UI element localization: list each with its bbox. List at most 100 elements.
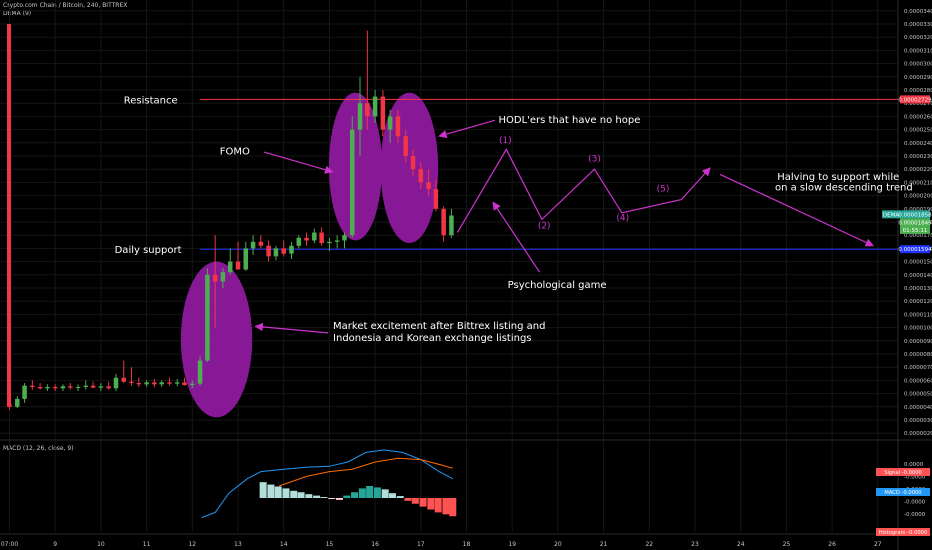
macd-signal-line bbox=[278, 457, 453, 487]
candle-body bbox=[174, 382, 180, 384]
excitement-label-2: Indonesia and Korean exchange listings bbox=[333, 333, 531, 344]
price-tag-box bbox=[882, 210, 900, 219]
candle-body bbox=[334, 240, 340, 242]
fomo-ellipse bbox=[328, 92, 382, 241]
time-axis-tick: 24 bbox=[737, 541, 745, 548]
price-tag-box bbox=[900, 95, 930, 104]
price-axis-tick: 0.00000500 bbox=[904, 392, 932, 398]
projection-wave-label: (5) bbox=[657, 185, 670, 195]
price-axis-tick: 0.00003000 bbox=[904, 62, 932, 68]
macd-histogram-bar bbox=[305, 494, 313, 498]
candle-body bbox=[410, 156, 416, 170]
candle-body bbox=[75, 387, 81, 388]
macd-histogram-bar bbox=[381, 489, 389, 498]
time-axis-tick: 18 bbox=[463, 541, 471, 548]
psych-label: Psychological game bbox=[508, 280, 607, 291]
time-axis-tick: 20 bbox=[554, 541, 562, 548]
grid-lines bbox=[0, 0, 898, 532]
price-axis-tick: 0.00000400 bbox=[904, 405, 932, 411]
candle-body bbox=[319, 232, 324, 244]
candle-body bbox=[273, 248, 279, 257]
price-tag-box bbox=[900, 210, 930, 219]
macd-histogram-bar bbox=[282, 488, 290, 498]
candle-body bbox=[235, 261, 241, 270]
macd-tag-label: Histogram -0.0000 bbox=[879, 530, 928, 536]
macd-indicator-label: MACD (12, 26, close, 9) bbox=[3, 445, 74, 452]
hodl-label: HODL'ers that have no hope bbox=[498, 115, 640, 126]
time-axis-tick: 9 bbox=[53, 541, 57, 548]
price-axis-tick: 0.00003100 bbox=[904, 48, 932, 54]
halving-arrow bbox=[719, 173, 874, 247]
dema-indicator-label: DEMA (9) bbox=[3, 10, 32, 17]
candle-body bbox=[250, 241, 256, 249]
candle-body bbox=[144, 382, 149, 385]
candle-initial bbox=[7, 24, 11, 407]
macd-histogram-bar bbox=[351, 492, 359, 498]
macd-histogram-bar bbox=[358, 488, 366, 498]
candle-body bbox=[312, 232, 317, 241]
candle-body bbox=[227, 261, 233, 273]
candle-body bbox=[296, 237, 302, 246]
hodl-ellipse bbox=[380, 92, 439, 244]
candle-body bbox=[281, 248, 286, 254]
time-axis-tick: 07:00 bbox=[1, 541, 18, 548]
candle-body bbox=[52, 387, 58, 389]
macd-histogram-bar bbox=[419, 498, 427, 507]
macd-histogram-bar bbox=[404, 498, 412, 501]
fomo-arrow bbox=[263, 151, 334, 174]
price-axis-tick: 0.00002600 bbox=[904, 114, 932, 120]
candle-body bbox=[243, 248, 249, 270]
macd-axis-tick: 0.0000 bbox=[904, 462, 924, 468]
price-tag-box bbox=[900, 245, 930, 254]
macd-histogram-bar bbox=[427, 498, 435, 510]
candle-body bbox=[449, 215, 454, 236]
candle-body bbox=[190, 383, 195, 386]
price-tag-box bbox=[900, 225, 930, 234]
time-axis-tick: 15 bbox=[326, 541, 334, 548]
projection-wave-label: (3) bbox=[588, 154, 601, 164]
projection-wave-label: (4) bbox=[616, 214, 629, 224]
price-tag-label: 0.00002729 bbox=[898, 97, 932, 103]
candle-body bbox=[212, 274, 218, 282]
candle-body bbox=[266, 245, 271, 257]
candle-body bbox=[197, 360, 203, 384]
macd-tag-label: Signal -0.0000 bbox=[884, 470, 922, 476]
candle-body bbox=[372, 96, 378, 117]
macd-histogram-bar bbox=[320, 497, 328, 499]
macd-histogram-bar bbox=[343, 495, 351, 498]
macd-tag-box bbox=[876, 528, 930, 536]
macd-tag-label: MACD -0.0000 bbox=[884, 490, 921, 496]
macd-histogram-bar bbox=[434, 498, 442, 513]
price-axis-tick: 0.00003300 bbox=[904, 22, 932, 28]
candle-body bbox=[83, 385, 89, 387]
candle-body bbox=[380, 96, 386, 130]
candle-body bbox=[129, 381, 134, 384]
candle-body bbox=[205, 274, 210, 361]
macd-histogram-bar bbox=[297, 492, 305, 498]
macd-axis-tick: -0.0000 bbox=[904, 500, 926, 506]
price-axis-tick: 0.00000800 bbox=[904, 352, 932, 358]
macd-histogram-bar bbox=[274, 486, 282, 498]
candle-body bbox=[136, 383, 142, 385]
candle-body bbox=[220, 272, 226, 282]
candle-body bbox=[342, 235, 347, 241]
candle-body bbox=[90, 385, 96, 388]
price-axis-tick: 0.00002800 bbox=[904, 88, 932, 94]
candle-body bbox=[7, 404, 12, 407]
macd-histogram-bar bbox=[442, 498, 450, 515]
candle-body bbox=[37, 387, 43, 389]
price-axis-tick: 0.00002400 bbox=[904, 141, 932, 147]
time-axis-tick: 17 bbox=[417, 541, 425, 548]
macd-histogram-bar bbox=[396, 496, 404, 498]
psych-arrow bbox=[492, 201, 541, 273]
price-axis-tick: 0.00000700 bbox=[904, 365, 932, 371]
candle-body bbox=[418, 169, 424, 183]
price-axis-tick: 0.00001500 bbox=[904, 260, 932, 266]
projection-wave-label: (1) bbox=[499, 136, 512, 146]
candle-body bbox=[30, 385, 35, 387]
price-axis-tick: 0.00001100 bbox=[904, 312, 932, 318]
candle-body bbox=[113, 377, 119, 389]
price-axis-tick: 0.00001900 bbox=[904, 207, 932, 213]
